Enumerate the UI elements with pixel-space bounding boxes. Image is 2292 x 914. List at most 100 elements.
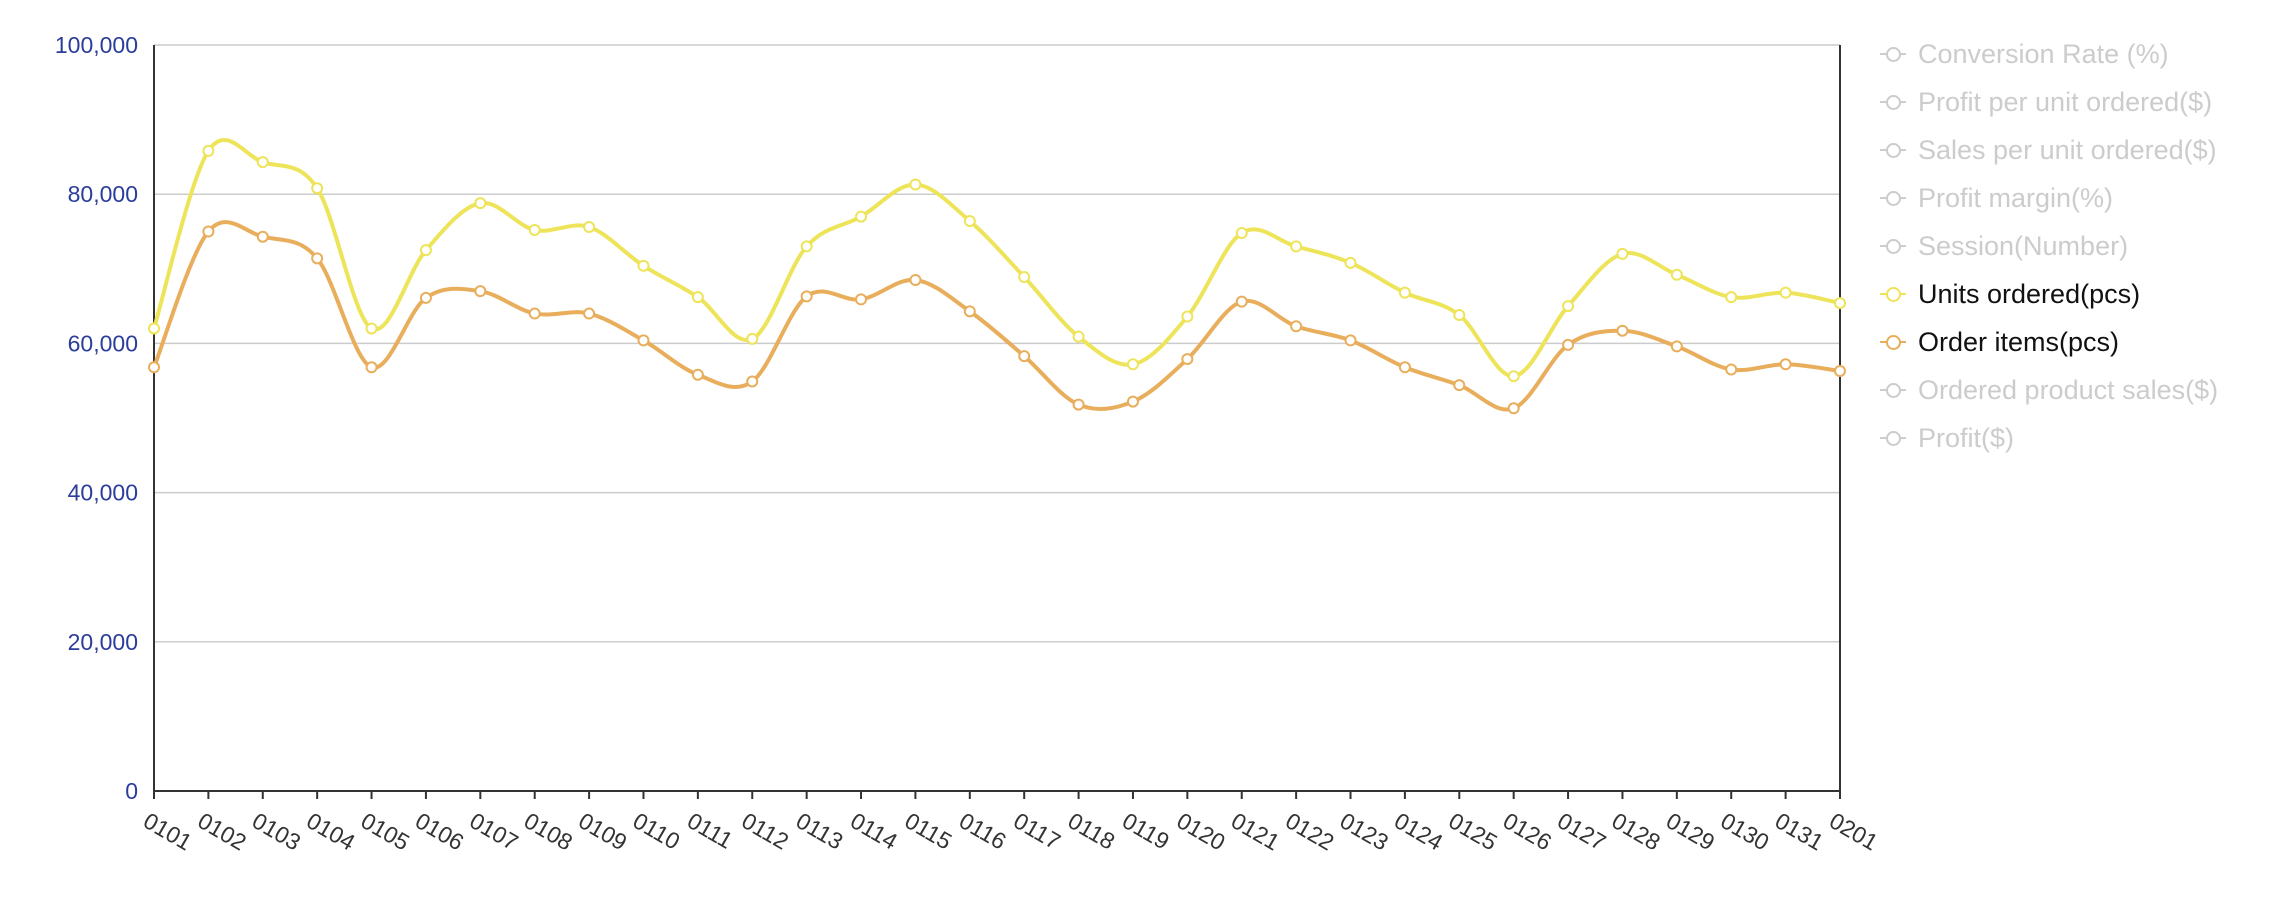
x-tick-label: 0131 <box>1771 807 1828 855</box>
legend-item[interactable]: Ordered product sales($) <box>1880 366 2218 414</box>
data-point[interactable] <box>1562 300 1575 313</box>
data-point[interactable] <box>746 332 759 345</box>
x-axis-tick-labels: 0101010201030104010501060107010801090110… <box>139 807 1882 855</box>
legend-label: Ordered product sales($) <box>1918 374 2219 405</box>
legend-label: Units ordered(pcs) <box>1918 278 2141 309</box>
legend-item[interactable]: Profit margin(%) <box>1880 174 2218 222</box>
x-tick-label: 0120 <box>1172 807 1229 855</box>
data-point[interactable] <box>691 291 704 304</box>
x-tick-label: 0118 <box>1064 807 1120 854</box>
data-point[interactable] <box>1453 309 1466 322</box>
x-tick-label: 0122 <box>1281 807 1338 855</box>
data-point[interactable] <box>1616 247 1629 260</box>
y-tick-label: 60,000 <box>68 330 138 356</box>
data-point[interactable] <box>419 291 432 304</box>
data-point[interactable] <box>474 285 487 298</box>
legend-item[interactable]: Profit($) <box>1880 414 2218 462</box>
data-point[interactable] <box>1725 363 1738 376</box>
data-point[interactable] <box>148 322 160 335</box>
data-point[interactable] <box>419 244 432 257</box>
data-point[interactable] <box>1235 226 1248 239</box>
data-point[interactable] <box>909 273 922 286</box>
data-point[interactable] <box>746 375 759 388</box>
data-point[interactable] <box>855 210 868 223</box>
data-point[interactable] <box>1725 291 1738 304</box>
data-point[interactable] <box>1562 338 1575 351</box>
data-point[interactable] <box>1670 268 1683 281</box>
data-point[interactable] <box>528 307 541 320</box>
x-tick-label: 0126 <box>1499 807 1556 855</box>
data-point[interactable] <box>1507 402 1520 415</box>
data-point[interactable] <box>1181 310 1194 323</box>
data-point[interactable] <box>800 240 813 253</box>
legend-item[interactable]: Session(Number) <box>1880 222 2218 270</box>
data-point[interactable] <box>583 221 596 234</box>
data-point[interactable] <box>528 224 541 237</box>
data-point[interactable] <box>1616 324 1629 337</box>
x-tick-label: 0112 <box>737 807 793 854</box>
x-tick-label: 0111 <box>683 807 737 853</box>
data-point[interactable] <box>1344 334 1357 347</box>
data-point[interactable] <box>365 322 378 335</box>
legend-item[interactable]: Units ordered(pcs) <box>1880 270 2218 318</box>
x-tick-label: 0115 <box>901 807 957 854</box>
data-point[interactable] <box>1670 340 1683 353</box>
legend-label: Conversion Rate (%) <box>1918 38 2169 69</box>
y-tick-label: 40,000 <box>68 480 138 506</box>
data-point[interactable] <box>583 307 596 320</box>
legend-label: Profit margin(%) <box>1918 182 2114 213</box>
x-tick-label: 0125 <box>1444 807 1501 855</box>
data-point[interactable] <box>1290 240 1303 253</box>
data-point[interactable] <box>1834 297 1846 310</box>
data-point[interactable] <box>1018 271 1031 284</box>
data-point[interactable] <box>1126 395 1139 408</box>
data-point[interactable] <box>311 252 324 265</box>
data-point[interactable] <box>855 293 868 306</box>
x-tick-label: 0103 <box>248 807 305 855</box>
data-point[interactable] <box>1834 365 1846 378</box>
data-point[interactable] <box>637 334 650 347</box>
data-point[interactable] <box>311 182 324 195</box>
data-point[interactable] <box>637 259 650 272</box>
x-tick-label: 0114 <box>846 807 902 854</box>
axes <box>153 45 1841 799</box>
data-point[interactable] <box>963 305 976 318</box>
data-point[interactable] <box>1779 286 1792 299</box>
legend-item[interactable]: Order items(pcs) <box>1880 318 2218 366</box>
legend-label: Profit per unit ordered($) <box>1918 86 2213 117</box>
data-point[interactable] <box>1235 295 1248 308</box>
data-point[interactable] <box>1507 370 1520 383</box>
legend-label: Sales per unit ordered($) <box>1918 134 2217 165</box>
data-point[interactable] <box>1779 358 1792 371</box>
x-tick-label: 0107 <box>465 807 522 855</box>
data-point[interactable] <box>256 156 269 169</box>
data-point[interactable] <box>1398 286 1411 299</box>
data-point[interactable] <box>1072 330 1085 343</box>
x-tick-label: 0117 <box>1009 807 1065 854</box>
data-point[interactable] <box>691 368 704 381</box>
data-point[interactable] <box>148 361 160 374</box>
data-point[interactable] <box>202 144 215 157</box>
legend-item[interactable]: Sales per unit ordered($) <box>1880 126 2218 174</box>
data-point[interactable] <box>1072 398 1085 411</box>
legend-line-circle-icon <box>1880 95 1906 110</box>
legend-label: Profit($) <box>1918 422 2015 453</box>
data-point[interactable] <box>1398 361 1411 374</box>
data-point[interactable] <box>1018 350 1031 363</box>
data-point[interactable] <box>474 197 487 210</box>
legend-item[interactable]: Conversion Rate (%) <box>1880 30 2218 78</box>
data-point[interactable] <box>1126 358 1139 371</box>
x-tick-label: 0101 <box>139 807 196 855</box>
data-point[interactable] <box>365 361 378 374</box>
data-point[interactable] <box>909 178 922 191</box>
data-point[interactable] <box>1290 320 1303 333</box>
data-point[interactable] <box>800 290 813 303</box>
data-point[interactable] <box>256 230 269 243</box>
data-point[interactable] <box>1344 256 1357 269</box>
data-point[interactable] <box>1453 379 1466 392</box>
x-tick-label: 0105 <box>357 807 414 855</box>
data-point[interactable] <box>202 225 215 238</box>
legend-item[interactable]: Profit per unit ordered($) <box>1880 78 2218 126</box>
data-point[interactable] <box>1181 353 1194 366</box>
data-point[interactable] <box>963 215 976 228</box>
